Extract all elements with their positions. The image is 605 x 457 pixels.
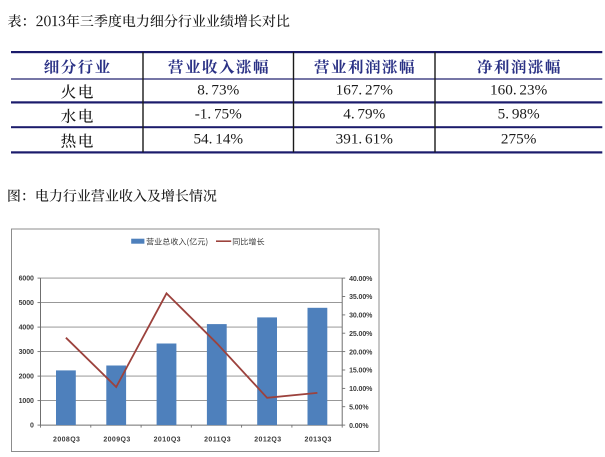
svg-text:2012Q3: 2012Q3 xyxy=(254,436,281,443)
svg-text:2008Q3: 2008Q3 xyxy=(53,436,80,443)
svg-text:0: 0 xyxy=(30,423,34,430)
svg-text:-1. 75%: -1. 75% xyxy=(195,106,242,123)
svg-text:2013Q3: 2013Q3 xyxy=(305,436,332,443)
svg-text:167. 27%: 167. 27% xyxy=(336,81,394,98)
svg-text:10.00%: 10.00% xyxy=(349,386,373,393)
svg-text:4000: 4000 xyxy=(19,325,34,332)
svg-text:2011Q3: 2011Q3 xyxy=(204,436,231,443)
svg-text:391. 61%: 391. 61% xyxy=(336,131,394,148)
svg-text:35.00%: 35.00% xyxy=(349,294,373,301)
svg-text:2009Q3: 2009Q3 xyxy=(103,436,130,443)
svg-text:1000: 1000 xyxy=(19,398,34,405)
svg-text:15.00%: 15.00% xyxy=(349,368,373,375)
svg-text:4. 79%: 4. 79% xyxy=(343,106,385,123)
svg-text:54. 14%: 54. 14% xyxy=(193,131,243,148)
svg-text:160. 23%: 160. 23% xyxy=(490,81,548,98)
svg-text:0.00%: 0.00% xyxy=(349,423,369,430)
svg-text:40.00%: 40.00% xyxy=(349,276,373,283)
svg-text:20.00%: 20.00% xyxy=(349,349,373,356)
svg-text:6000: 6000 xyxy=(19,276,34,283)
svg-text:2010Q3: 2010Q3 xyxy=(154,436,181,443)
svg-text:8. 73%: 8. 73% xyxy=(197,81,239,98)
svg-text:5.00%: 5.00% xyxy=(349,404,369,411)
svg-text:275%: 275% xyxy=(501,131,537,148)
svg-text:3000: 3000 xyxy=(19,349,34,356)
svg-text:5. 98%: 5. 98% xyxy=(498,106,540,123)
svg-text:2000: 2000 xyxy=(19,374,34,381)
svg-text:5000: 5000 xyxy=(19,300,34,307)
svg-text:30.00%: 30.00% xyxy=(349,313,373,320)
svg-text:25.00%: 25.00% xyxy=(349,331,373,338)
